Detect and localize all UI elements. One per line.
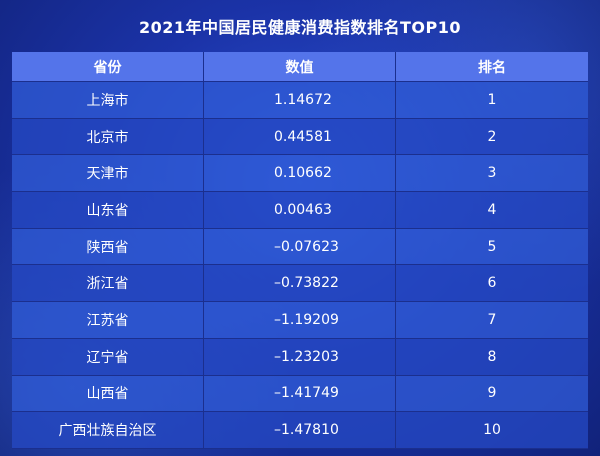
- cell-province: 浙江省: [12, 265, 204, 303]
- cell-value: –0.07623: [204, 228, 396, 266]
- header-rank: 排名: [396, 52, 588, 82]
- table-row: 山西省 –1.41749 9: [12, 375, 588, 413]
- cell-value: –1.47810: [204, 412, 396, 449]
- table-row: 辽宁省 –1.23203 8: [12, 338, 588, 376]
- cell-value: –0.73822: [204, 265, 396, 303]
- table-row: 天津市 0.10662 3: [12, 155, 588, 193]
- cell-rank: 3: [396, 155, 588, 193]
- table-row: 北京市 0.44581 2: [12, 118, 588, 156]
- cell-value: 1.14672: [204, 82, 396, 119]
- header-province: 省份: [12, 52, 204, 82]
- table-row: 浙江省 –0.73822 6: [12, 265, 588, 303]
- cell-province: 陕西省: [12, 228, 204, 266]
- cell-value: –1.41749: [204, 375, 396, 413]
- cell-rank: 4: [396, 192, 588, 229]
- cell-province: 广西壮族自治区: [12, 412, 204, 449]
- table-row: 广西壮族自治区 –1.47810 10: [12, 412, 588, 449]
- table-row: 山东省 0.00463 4: [12, 192, 588, 229]
- table-row: 陕西省 –0.07623 5: [12, 228, 588, 266]
- cell-value: 0.44581: [204, 118, 396, 156]
- cell-rank: 2: [396, 118, 588, 156]
- page-title: 2021年中国居民健康消费指数排名TOP10: [138, 18, 462, 37]
- cell-value: 0.10662: [204, 155, 396, 193]
- cell-value: –1.23203: [204, 338, 396, 376]
- cell-province: 江苏省: [12, 302, 204, 339]
- table-row: 江苏省 –1.19209 7: [12, 302, 588, 339]
- cell-province: 山东省: [12, 192, 204, 229]
- header-value: 数值: [204, 52, 396, 82]
- cell-rank: 1: [396, 82, 588, 119]
- table-header-row: 省份 数值 排名: [12, 52, 588, 82]
- table-row: 上海市 1.14672 1: [12, 82, 588, 119]
- cell-rank: 5: [396, 228, 588, 266]
- cell-rank: 8: [396, 338, 588, 376]
- cell-province: 山西省: [12, 375, 204, 413]
- cell-value: 0.00463: [204, 192, 396, 229]
- cell-province: 北京市: [12, 118, 204, 156]
- cell-province: 上海市: [12, 82, 204, 119]
- cell-rank: 7: [396, 302, 588, 339]
- cell-rank: 9: [396, 375, 588, 413]
- cell-rank: 10: [396, 412, 588, 449]
- ranking-table: 省份 数值 排名 上海市 1.14672 1 北京市 0.44581 2 天津市…: [12, 52, 588, 449]
- cell-value: –1.19209: [204, 302, 396, 339]
- cell-rank: 6: [396, 265, 588, 303]
- cell-province: 辽宁省: [12, 338, 204, 376]
- cell-province: 天津市: [12, 155, 204, 193]
